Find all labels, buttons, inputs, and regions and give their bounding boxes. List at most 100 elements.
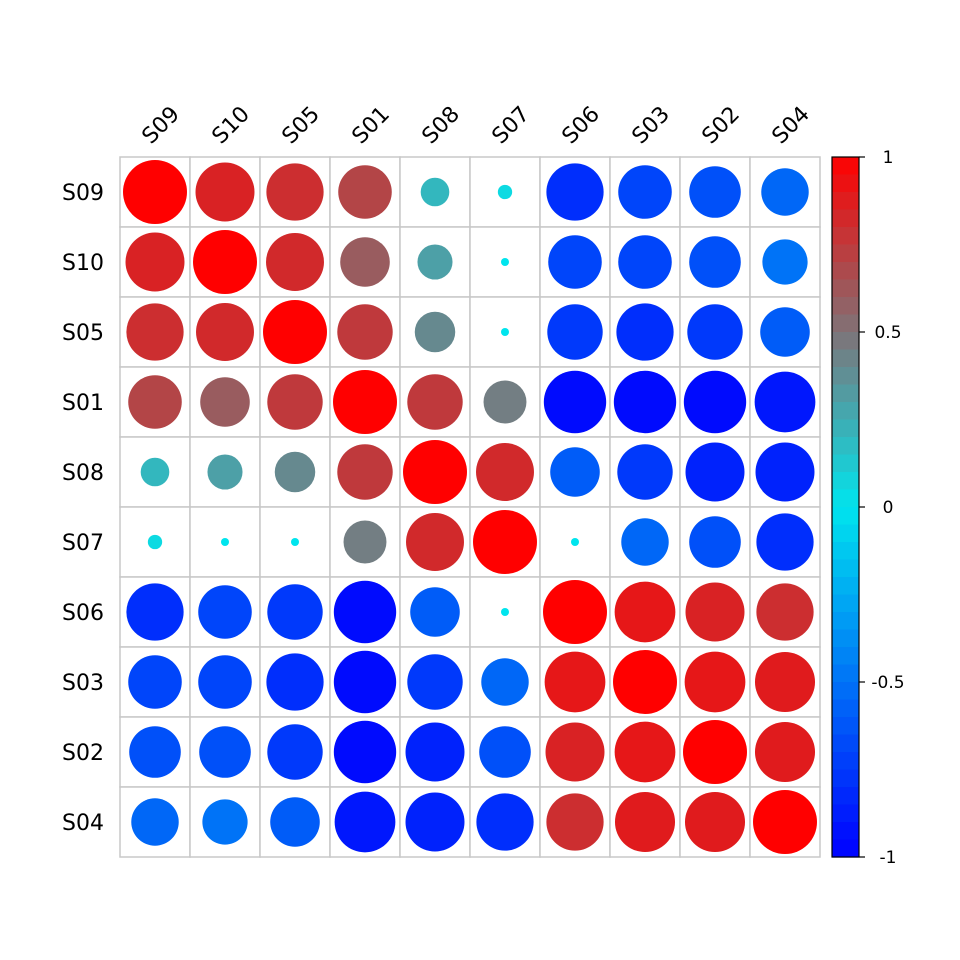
correlation-circle: [128, 375, 182, 429]
row-label: S01: [62, 391, 104, 416]
correlation-circle: [340, 237, 390, 287]
correlation-circle: [501, 608, 509, 616]
colorbar-segment: [832, 752, 859, 771]
correlation-circle: [754, 651, 816, 713]
colorbar-segment: [832, 192, 859, 211]
row-label: S10: [62, 251, 104, 276]
colorbar-segment: [832, 227, 859, 246]
correlation-circle: [333, 650, 397, 714]
correlation-circle: [501, 328, 509, 336]
row-label: S08: [62, 461, 104, 486]
correlation-circle: [266, 653, 324, 711]
correlation-circle: [476, 443, 534, 501]
correlation-circle: [195, 162, 255, 222]
column-label: S01: [348, 102, 395, 149]
correlation-circle: [406, 513, 464, 571]
correlation-circle: [548, 235, 602, 289]
correlation-circle: [687, 304, 743, 360]
column-label: S09: [138, 102, 185, 149]
colorbar-segment: [832, 629, 859, 648]
correlation-circle: [202, 799, 248, 845]
colorbar-segment: [832, 419, 859, 438]
colorbar-segment: [832, 437, 859, 456]
correlation-circle: [614, 791, 676, 853]
correlation-circle: [193, 230, 257, 294]
correlation-circle: [684, 651, 746, 713]
row-labels: S09 S10 S05 S01 S08 S07 S06 S03 S02 S04: [62, 181, 104, 836]
correlation-circle: [123, 160, 187, 224]
colorbar-segment: [832, 559, 859, 578]
colorbar-segment: [832, 822, 859, 841]
correlation-circle: [207, 454, 243, 490]
colorbar-segment: [832, 839, 859, 858]
correlation-circle: [762, 239, 808, 285]
correlation-circle: [407, 374, 463, 430]
colorbar-tick-label: -1: [880, 848, 897, 868]
colorbar-segment: [832, 244, 859, 263]
correlation-circle: [621, 518, 669, 566]
correlation-circle: [126, 303, 184, 361]
column-label: S08: [418, 102, 465, 149]
correlation-circle: [754, 371, 816, 433]
colorbar-tick-label: 0: [883, 498, 894, 518]
colorbar-segment: [832, 664, 859, 683]
colorbar-segment: [832, 542, 859, 561]
colorbar-segment: [832, 297, 859, 316]
correlation-circle: [756, 513, 814, 571]
colorbar-segment: [832, 524, 859, 543]
correlation-circle: [617, 444, 673, 500]
correlation-circle: [263, 300, 327, 364]
column-label: S05: [278, 102, 325, 149]
correlation-circle: [685, 442, 745, 502]
colorbar-segment: [832, 454, 859, 473]
colorbar-segment: [832, 174, 859, 193]
correlation-circle: [221, 538, 229, 546]
correlation-circle: [683, 370, 747, 434]
correlation-circle: [755, 442, 815, 502]
correlation-circle: [685, 582, 745, 642]
correlation-circle: [337, 304, 393, 360]
correlation-circle: [481, 658, 529, 706]
correlation-circle: [131, 798, 179, 846]
correlation-circle: [550, 447, 600, 497]
correlation-circle: [756, 583, 814, 641]
row-label: S07: [62, 531, 104, 556]
correlation-circle: [333, 580, 397, 644]
correlation-circle: [476, 793, 534, 851]
correlation-circle: [689, 516, 741, 568]
correlation-circle: [291, 538, 299, 546]
colorbar-segment: [832, 699, 859, 718]
column-label: S10: [208, 102, 255, 149]
correlation-circle: [414, 311, 456, 353]
column-label: S07: [488, 102, 535, 149]
correlation-circle: [198, 655, 252, 709]
correlation-circle: [614, 581, 676, 643]
correlation-circle: [266, 163, 324, 221]
correlation-circle: [199, 726, 251, 778]
correlation-circle: [128, 655, 182, 709]
correlation-circle: [200, 377, 250, 427]
row-label: S06: [62, 601, 104, 626]
correlation-circle: [684, 791, 746, 853]
correlation-circle: [147, 534, 163, 550]
correlation-circle: [613, 650, 677, 714]
correlation-circle: [497, 184, 513, 200]
correlation-circle: [405, 722, 465, 782]
correlation-circle: [618, 235, 672, 289]
colorbar-segment: [832, 647, 859, 666]
correlation-circle: [754, 721, 816, 783]
colorbar-segment: [832, 279, 859, 298]
correlation-circle: [198, 585, 252, 639]
correlation-circle: [140, 457, 170, 487]
column-label: S06: [558, 102, 605, 149]
colorbar-segment: [832, 332, 859, 351]
correlation-circle: [501, 258, 509, 266]
correlation-circle: [338, 165, 392, 219]
row-label: S03: [62, 671, 104, 696]
colorbar-segment: [832, 612, 859, 631]
colorbar-segment: [832, 314, 859, 333]
colorbar-segment: [832, 769, 859, 788]
correlation-circle: [546, 163, 604, 221]
colorbar-segment: [832, 577, 859, 596]
colorbar-segment: [832, 734, 859, 753]
